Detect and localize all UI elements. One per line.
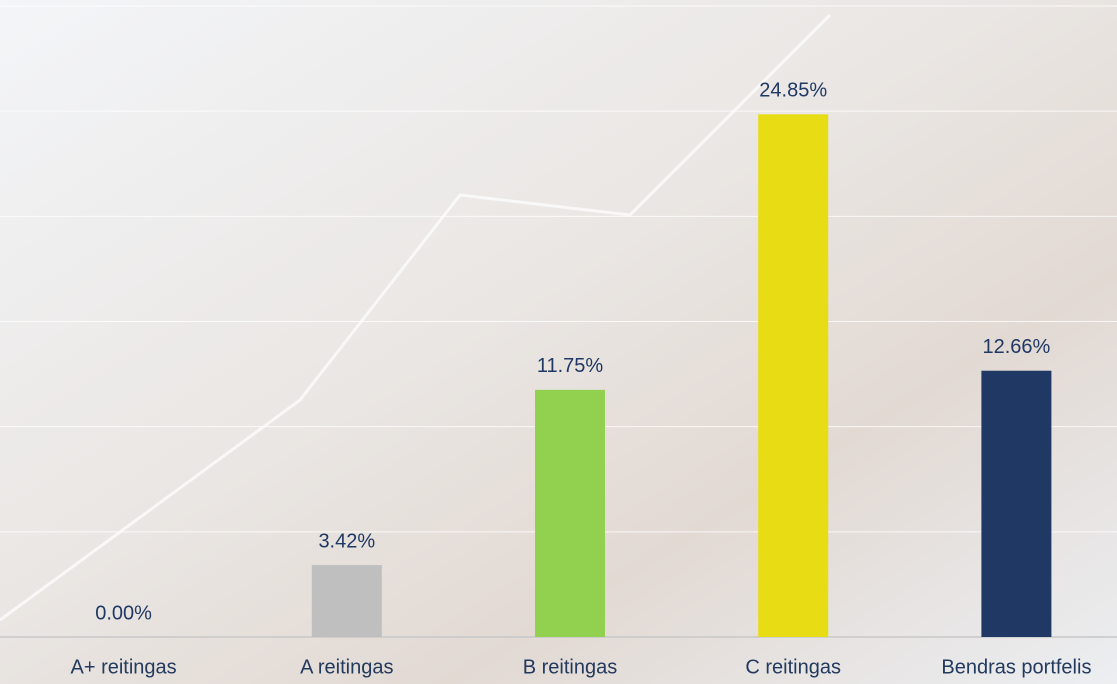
x-tick-label: Bendras portfelis — [941, 656, 1091, 678]
x-tick-label: C reitingas — [745, 656, 841, 678]
chart: A+ reitingas 0.00% A reitingas 3.42% B reiti… — [0, 0, 1117, 684]
bar — [758, 114, 828, 637]
data-label: 11.75% — [537, 355, 604, 377]
data-label: 24.85% — [759, 80, 827, 102]
data-label: 0.00% — [95, 602, 152, 624]
x-tick-label: A+ reitingas — [71, 656, 177, 678]
bar — [312, 565, 382, 637]
data-label: 3.42% — [318, 530, 375, 552]
bar — [981, 371, 1051, 637]
data-label: 12.66% — [982, 336, 1050, 358]
x-tick-label: B reitingas — [523, 656, 618, 678]
bar — [535, 390, 605, 637]
x-tick-label: A reitingas — [300, 656, 393, 678]
